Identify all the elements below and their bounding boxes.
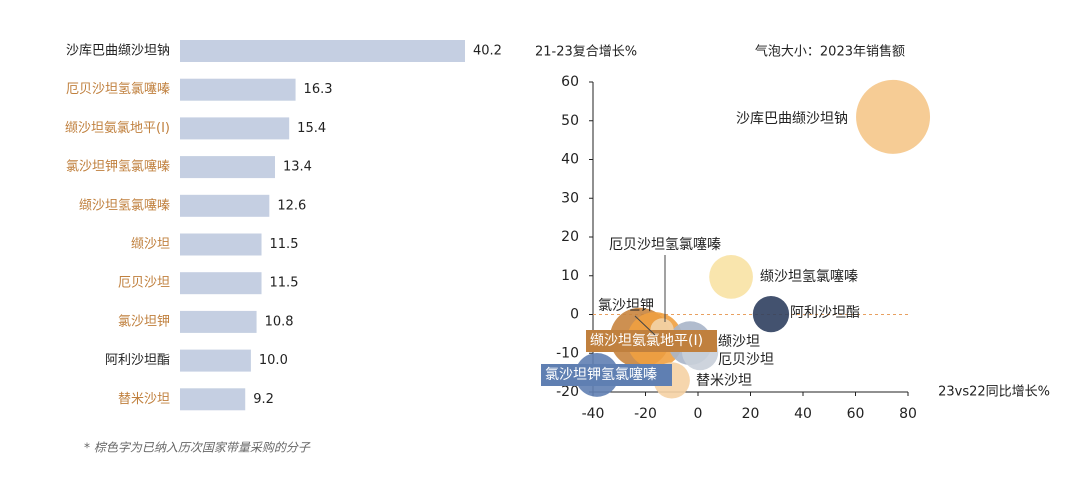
value-label: 10.8: [265, 314, 294, 329]
y-tick-label: 30: [561, 190, 579, 206]
bar: [180, 78, 296, 101]
label-box: [541, 364, 672, 386]
bubble: [752, 295, 790, 333]
label-box: [586, 330, 717, 352]
bar-label: 替米沙坦: [118, 392, 170, 407]
x-tick-label: 60: [847, 406, 865, 422]
y-tick-label: 60: [561, 74, 579, 90]
value-label: 11.5: [270, 276, 299, 291]
bar: [180, 40, 465, 62]
bar: [180, 349, 251, 372]
bubble-label: 沙库巴曲缬沙坦钠: [736, 111, 848, 127]
y-tick-label: -10: [556, 345, 579, 361]
bubble-label: 缬沙坦氢氯噻嗪: [760, 268, 858, 285]
bar-label: 缬沙坦氢氯噻嗪: [79, 197, 170, 213]
size-legend: 气泡大小：2023年销售额: [755, 44, 905, 60]
bubble-label: 缬沙坦氨氯地平(Ⅰ): [590, 333, 703, 349]
value-label: 40.2: [473, 44, 502, 59]
value-label: 16.3: [304, 82, 333, 97]
bar-label: 厄贝沙坦氢氯噻嗪: [66, 81, 170, 97]
bar: [180, 388, 246, 411]
bar-label: 沙库巴曲缬沙坦钠: [66, 43, 170, 59]
value-label: 12.6: [277, 198, 306, 213]
footnote: * 棕色字为已纳入历次国家带量采购的分子: [84, 441, 311, 455]
bubble-label: 厄贝沙坦: [718, 352, 774, 368]
x-tick-label: 20: [742, 406, 760, 422]
bar: [180, 194, 270, 217]
value-label: 11.5: [270, 237, 299, 252]
bubble: [709, 255, 753, 299]
bar-label: 厄贝沙坦: [118, 276, 170, 291]
bar: [180, 272, 262, 295]
y-tick-label: 0: [570, 307, 579, 323]
value-label: 13.4: [283, 160, 312, 175]
bar-label: 缬沙坦氨氯地平(Ⅰ): [65, 121, 170, 136]
bar-label: 缬沙坦: [131, 237, 170, 252]
bar: [180, 310, 257, 333]
x-tick-label: 40: [794, 406, 812, 422]
bar: [180, 117, 290, 140]
value-label: 10.0: [259, 353, 288, 368]
bar-label: 阿利沙坦酯: [105, 353, 170, 368]
x-tick-label: 80: [899, 406, 917, 422]
x-tick-label: -20: [634, 406, 657, 422]
y-axis-title: 21-23复合增长%: [535, 45, 637, 60]
y-tick-label: -20: [556, 384, 579, 400]
bubble-label: 厄贝沙坦氢氯噻嗪: [609, 236, 721, 253]
value-label: 9.2: [253, 392, 274, 407]
y-tick-label: 20: [561, 229, 579, 245]
y-tick-label: 40: [561, 152, 579, 168]
bar-label: 氯沙坦钾氢氯噻嗪: [66, 159, 170, 175]
x-tick-label: 0: [694, 406, 703, 422]
bubble-label: 氯沙坦钾氢氯噻嗪: [545, 366, 657, 383]
x-tick-label: -40: [582, 406, 605, 422]
bar-label: 氯沙坦钾: [118, 314, 170, 329]
bubble-label: 替米沙坦: [696, 373, 752, 389]
y-tick-label: 50: [561, 113, 579, 129]
bar: [180, 156, 275, 179]
bubble: [856, 79, 931, 154]
value-label: 15.4: [297, 121, 326, 136]
bubble-label: 缬沙坦: [718, 334, 760, 350]
y-tick-label: 10: [561, 268, 579, 284]
leader-line: [634, 315, 656, 336]
x-axis-title: 23vs22同比增长%: [938, 385, 1050, 400]
bar: [180, 233, 262, 256]
bubble-label: 阿利沙坦酯: [790, 305, 860, 321]
bubble-label: 氯沙坦钾: [598, 298, 654, 314]
